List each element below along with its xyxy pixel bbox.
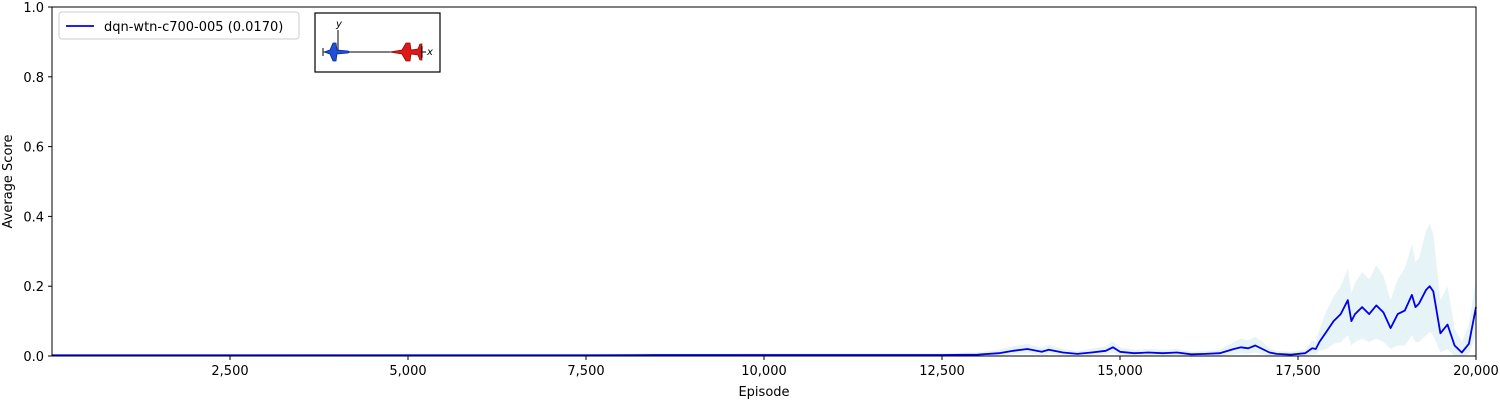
inset-x-label: x: [426, 47, 433, 58]
inset-box: [314, 12, 441, 73]
blue-aircraft-icon: [322, 42, 351, 62]
x-tick-label: 15,000: [1097, 364, 1143, 379]
confidence-band-layer: [52, 223, 1476, 356]
series-line-layer: [52, 285, 1477, 357]
x-tick-label: 17,500: [1275, 364, 1321, 379]
legend-series-label: dqn-wtn-c700-005 (0.0170): [104, 20, 283, 35]
legend-box: [58, 11, 300, 40]
y-tick-label: 0.4: [23, 210, 44, 225]
x-tick-label: 7,500: [567, 364, 604, 379]
x-tick-label: 12,500: [919, 364, 965, 379]
y-tick-label: 0.8: [23, 71, 44, 86]
series-line: [52, 285, 1477, 357]
x-tick-label: 2,500: [211, 364, 248, 379]
y-tick-label: 0.6: [23, 141, 44, 156]
x-tick-label: 20,000: [1453, 364, 1499, 379]
y-tick-label: 0.0: [23, 350, 44, 365]
y-tick-label: 1.0: [23, 1, 44, 16]
inset-y-label: y: [335, 19, 343, 30]
x-tick-label: 10,000: [741, 364, 787, 379]
x-axis-label: Episode: [738, 385, 789, 400]
x-ticks: 2,500 5,000 7,500 10,000 12,500 15,000 17,500 2…: [211, 356, 1499, 379]
red-aircraft-icon: [389, 42, 423, 62]
y-tick-label: 0.2: [23, 280, 44, 295]
legend: dqn-wtn-c700-005 (0.0170): [58, 11, 300, 40]
plot-frame: [51, 6, 1477, 357]
x-tick-label: 5,000: [389, 364, 426, 379]
inset-axes-diagram: y x: [314, 12, 441, 73]
y-ticks: 0.0 0.2 0.4 0.6 0.8 1.0: [23, 1, 52, 365]
series-confidence-band: [52, 223, 1476, 356]
y-axis-label: Average Score: [1, 135, 16, 229]
